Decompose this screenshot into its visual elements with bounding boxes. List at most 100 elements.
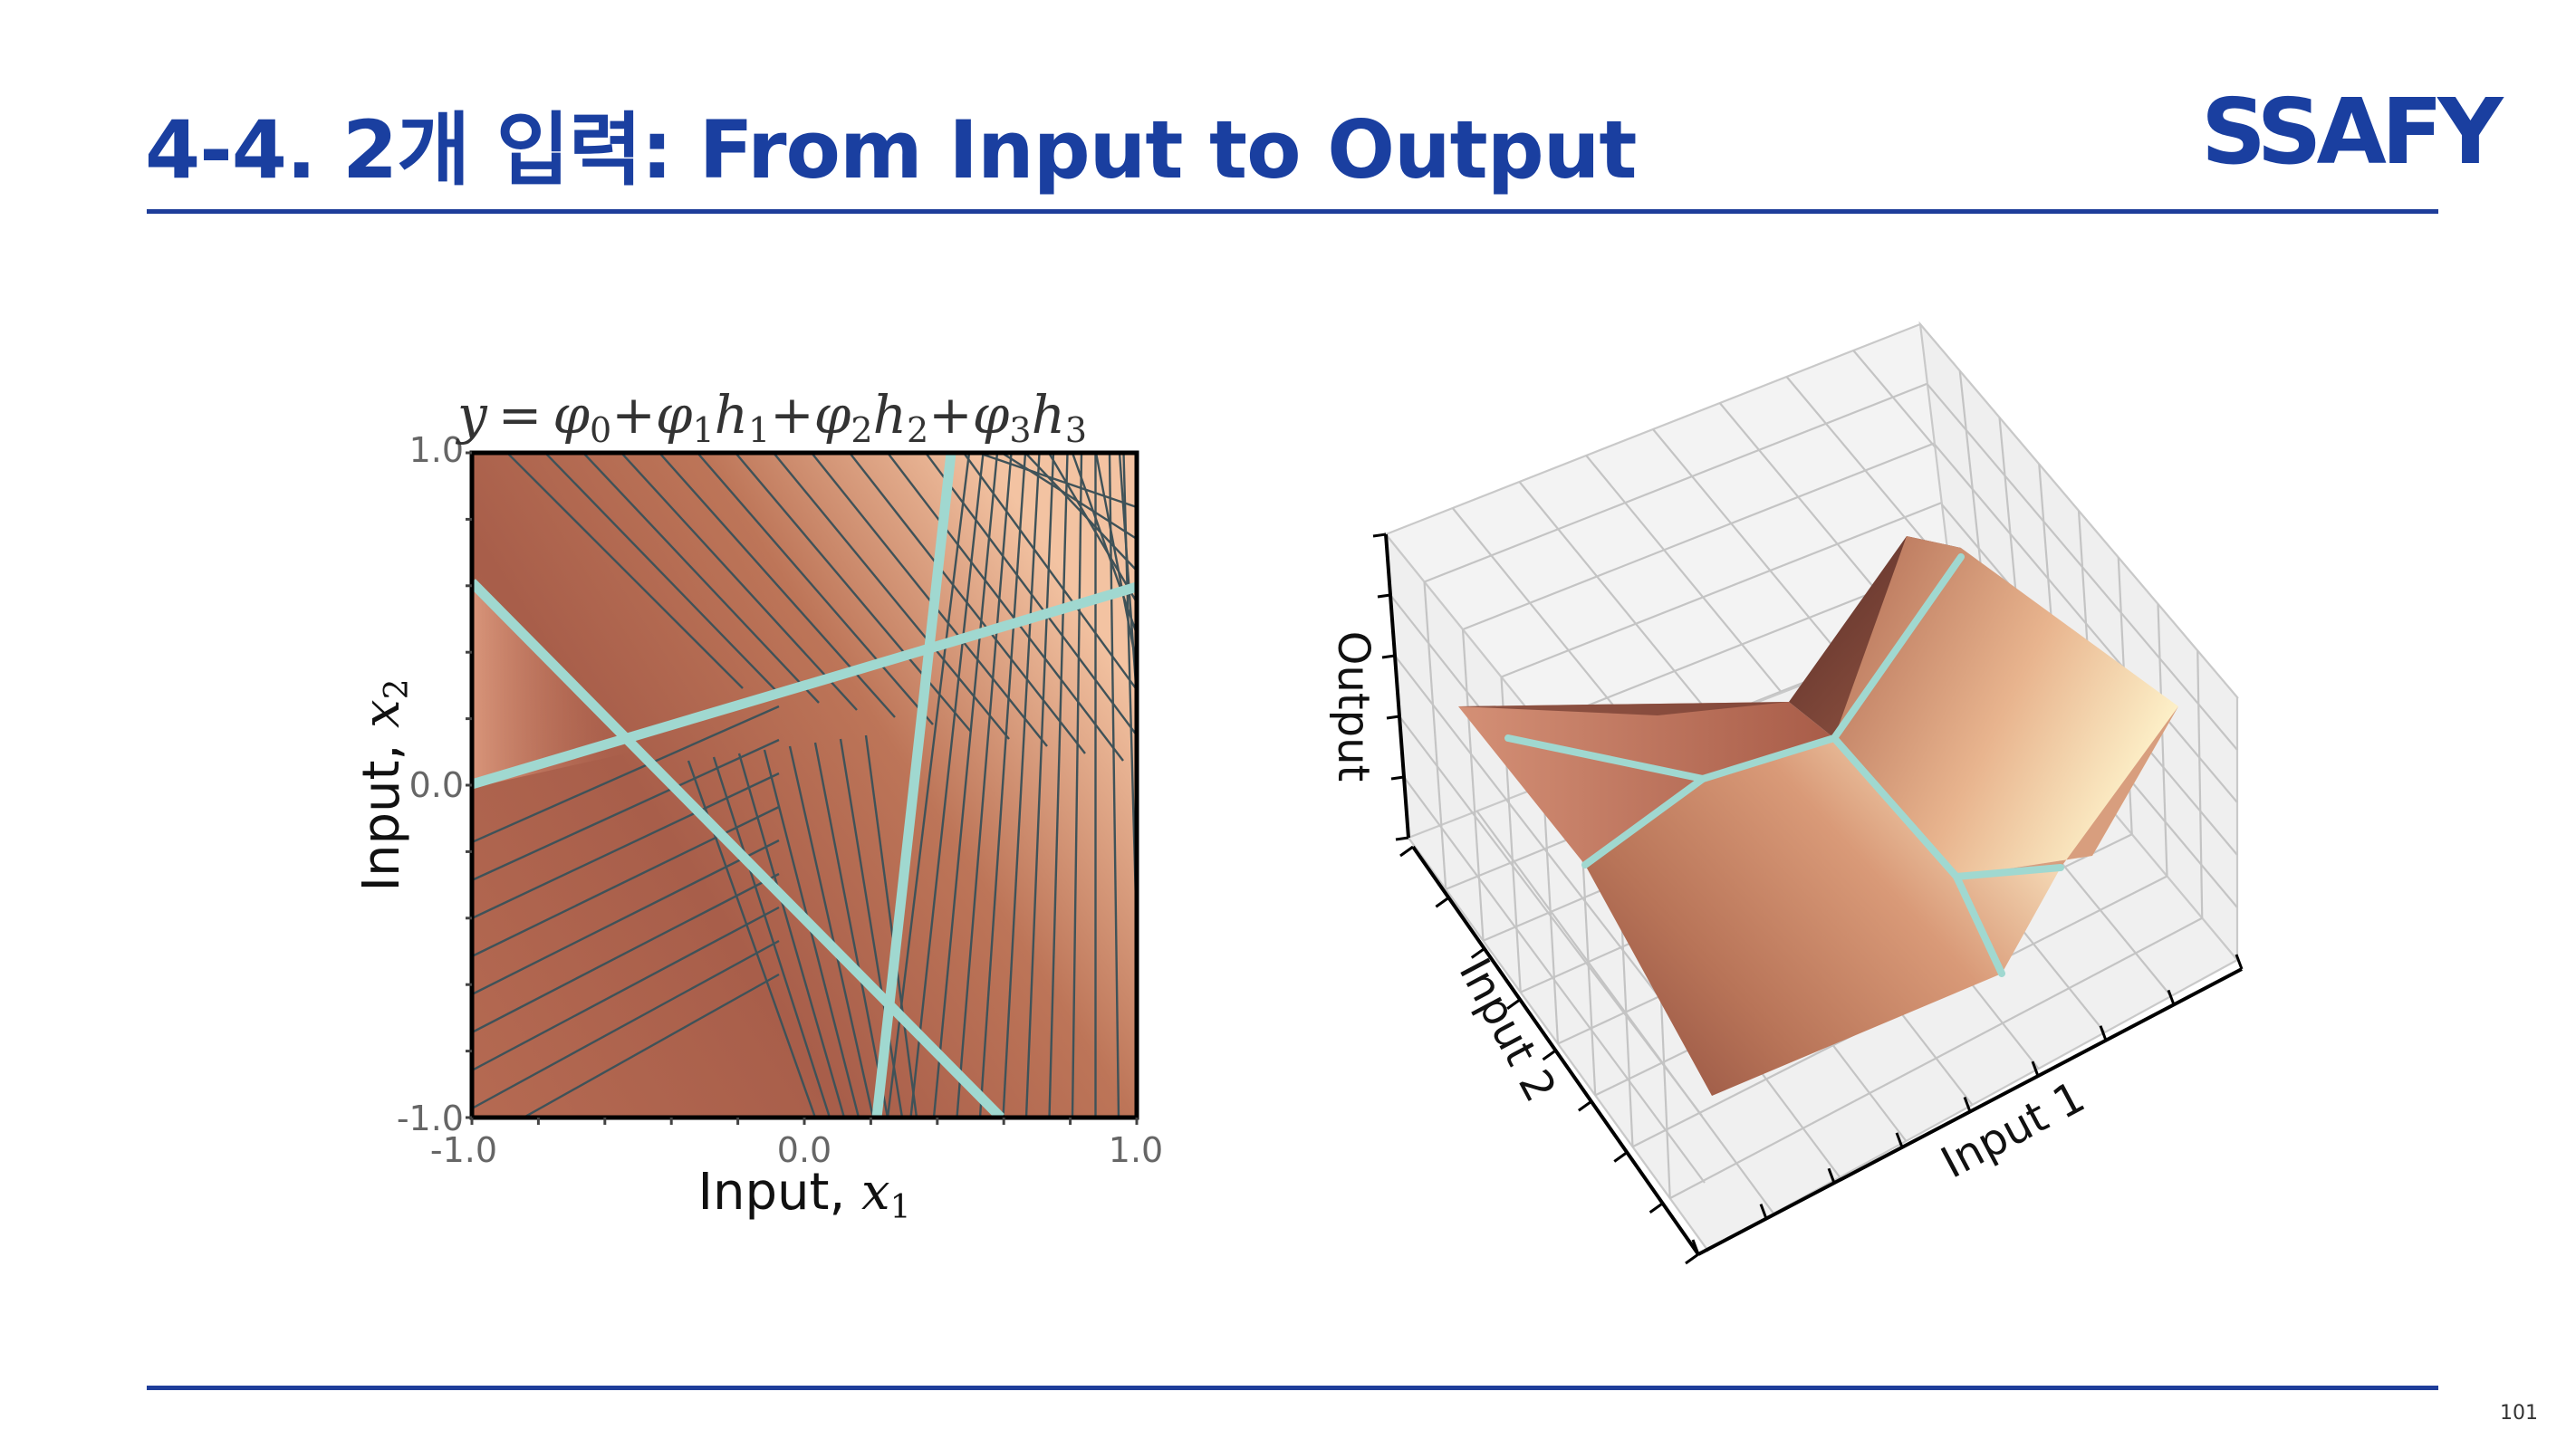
grid-line [2157, 603, 2168, 877]
input1-tick [2167, 989, 2176, 1005]
contour-line [1047, 453, 1137, 603]
contour-line [813, 742, 889, 1118]
axis-z [1384, 533, 1410, 839]
contour-line [544, 453, 782, 696]
contour-line [1024, 453, 1137, 571]
surface-front-face [1585, 738, 2061, 1096]
contour-line [697, 453, 934, 725]
surface-top-edge [1458, 702, 1789, 715]
input2-tick [1685, 1252, 1699, 1265]
contour-line [864, 734, 918, 1118]
contour-line [773, 453, 1010, 740]
contour-line [1024, 453, 1055, 1118]
contour-line [978, 453, 1027, 1118]
grid-line [1403, 776, 1706, 1184]
z-tick [1390, 775, 1405, 781]
contour-line [472, 906, 780, 1072]
input1-tick [1759, 1204, 1768, 1220]
input2-tick [1399, 845, 1414, 858]
input1-tick [1691, 1239, 1700, 1255]
y-axis-label: Input, x2 [352, 678, 416, 891]
contour-line [963, 453, 1137, 692]
contour-line [1001, 453, 1137, 541]
contour-line [472, 705, 780, 844]
input1-tick [2031, 1060, 2040, 1077]
contour-line [932, 453, 999, 1118]
contour-line [521, 973, 780, 1118]
z-tick [1381, 654, 1396, 659]
contour-line [1094, 453, 1137, 667]
contour-line [582, 453, 820, 704]
y-tick-bottom: -1.0 [397, 1099, 464, 1138]
contour-line [472, 805, 780, 958]
x-axis-label: Input, x1 [697, 1163, 910, 1226]
joint-line-1 [472, 581, 1137, 790]
contour-line [909, 453, 985, 1118]
contour-line [472, 939, 780, 1110]
surface-joint-lines [1504, 553, 2064, 977]
contour-line [887, 453, 1124, 762]
grid-line [1399, 715, 1703, 1117]
grid-line [1461, 629, 1485, 941]
input2-tick [1506, 998, 1521, 1010]
joint-lines [472, 453, 1137, 1118]
input1-tick [2099, 1025, 2108, 1041]
surface-joint-d [1953, 873, 2005, 977]
input2-tick [1470, 947, 1485, 959]
contour-line [1118, 453, 1137, 698]
input2-tick [1435, 897, 1450, 908]
contour-line [472, 872, 780, 1034]
grid-line [1934, 444, 2238, 803]
input2-tick [1578, 1100, 1592, 1112]
contour-line [1071, 453, 1083, 1118]
grid-line [2196, 650, 2204, 918]
contour-lines [472, 453, 1137, 1118]
input1-tick [1963, 1096, 1972, 1113]
grid-line [1423, 581, 1447, 889]
input2-tick [1613, 1151, 1629, 1163]
input1-tick [1895, 1132, 1904, 1148]
contour-line [737, 753, 846, 1118]
heatmap-left-region [472, 580, 634, 788]
input1-tick [2235, 954, 2244, 970]
contour-line [977, 453, 1137, 509]
x-tick-left: -1.0 [430, 1130, 497, 1170]
grid-line [1669, 916, 2203, 1200]
z-tick [1377, 593, 1391, 599]
contour-line [712, 756, 831, 1118]
y-tick-mid: 0.0 [409, 765, 464, 805]
joint-line-3 [871, 453, 956, 1118]
grid-line [1927, 383, 2238, 751]
contour-line [1048, 453, 1069, 1118]
equation: y = φ0+φ1h1+φ2h2+φ3h3 [455, 384, 1087, 450]
contour-line [506, 453, 744, 689]
contour-line [472, 738, 780, 882]
input2-tick [1648, 1202, 1664, 1214]
joint-line-2 [472, 579, 1004, 1118]
slide-title: 4-4. 2개 입력: From Input to Output [145, 103, 1637, 197]
x-tick-right: 1.0 [1109, 1130, 1163, 1170]
heatmap-fill [472, 453, 1137, 1118]
contour-line [735, 453, 972, 733]
x-tick-mid: 0.0 [777, 1130, 831, 1170]
grid-line [1394, 655, 1700, 1050]
contour-line [763, 749, 860, 1118]
title-underline [147, 209, 2438, 214]
z-tick [1372, 533, 1387, 538]
z-tick [1395, 836, 1409, 841]
footer-rule [147, 1386, 2438, 1390]
z-tick [1386, 715, 1400, 720]
y-tick-top: 1.0 [409, 430, 464, 470]
page-number: 101 [2500, 1402, 2538, 1425]
contour-line [472, 839, 780, 996]
surface-joint-b [1581, 775, 1706, 868]
contour-line [788, 745, 875, 1118]
z-axis-label: Output [1328, 631, 1379, 782]
input2-tick [1542, 1049, 1557, 1061]
contour-line [1002, 453, 1041, 1118]
contour-line [1071, 453, 1137, 635]
contour-line [620, 453, 858, 711]
contour-line [839, 738, 904, 1118]
